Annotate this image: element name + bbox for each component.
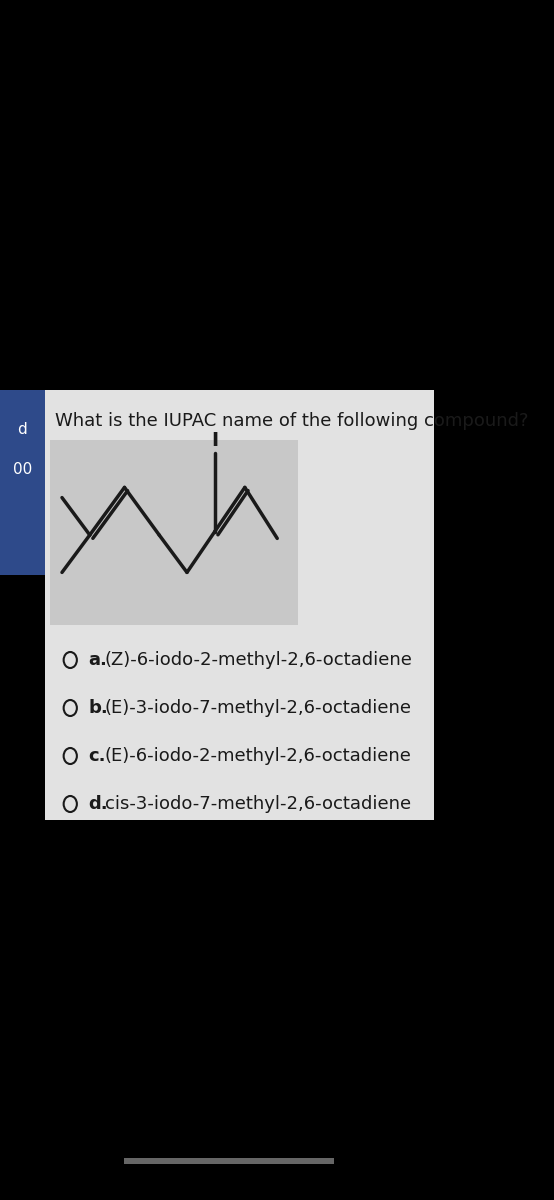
Text: (Z)-6-iodo-2-methyl-2,6-octadiene: (Z)-6-iodo-2-methyl-2,6-octadiene	[105, 650, 413, 670]
Text: b.: b.	[89, 698, 108, 716]
Text: cis-3-iodo-7-methyl-2,6-octadiene: cis-3-iodo-7-methyl-2,6-octadiene	[105, 794, 411, 814]
Text: c.: c.	[89, 746, 106, 766]
Text: d.: d.	[89, 794, 108, 814]
Circle shape	[64, 748, 77, 764]
FancyBboxPatch shape	[50, 440, 297, 625]
Circle shape	[64, 652, 77, 668]
Circle shape	[64, 700, 77, 716]
FancyBboxPatch shape	[0, 390, 45, 575]
Text: a.: a.	[89, 650, 107, 670]
FancyBboxPatch shape	[45, 390, 434, 820]
Text: d: d	[17, 422, 27, 438]
Circle shape	[64, 796, 77, 812]
FancyBboxPatch shape	[124, 1158, 334, 1164]
Text: (E)-3-iodo-7-methyl-2,6-octadiene: (E)-3-iodo-7-methyl-2,6-octadiene	[105, 698, 412, 716]
Text: 00: 00	[13, 462, 32, 478]
Text: (E)-6-iodo-2-methyl-2,6-octadiene: (E)-6-iodo-2-methyl-2,6-octadiene	[105, 746, 412, 766]
Text: What is the IUPAC name of the following compound?: What is the IUPAC name of the following …	[55, 412, 529, 430]
Text: I: I	[211, 431, 218, 450]
